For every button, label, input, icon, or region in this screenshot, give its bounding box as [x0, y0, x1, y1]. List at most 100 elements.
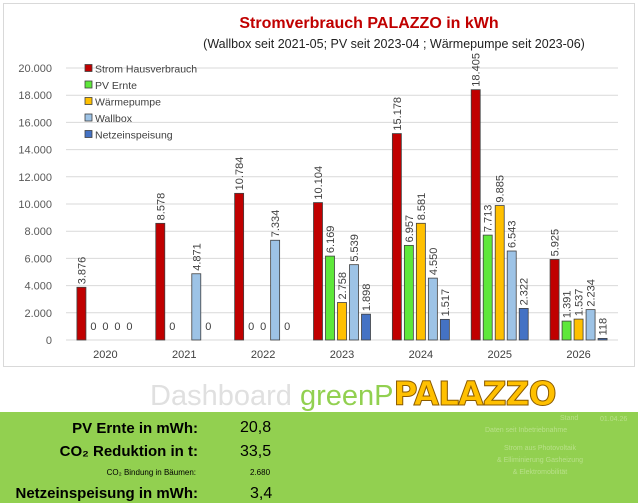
data-label: 15.178 — [392, 97, 404, 131]
y-tick-label: 0 — [46, 335, 52, 347]
data-label: 6.169 — [325, 226, 337, 254]
data-label: 1.391 — [562, 291, 574, 319]
stats-panel: PV Ernte in mWh: 20,8 CO₂ Reduktion in t… — [0, 412, 638, 503]
data-label: 2.758 — [337, 272, 349, 300]
bar-strom-hausverbrauch — [155, 222, 166, 341]
legend-label: Wärmepumpe — [95, 97, 161, 109]
legend-swatch — [84, 97, 93, 105]
data-label: 0 — [260, 321, 266, 333]
bar-wallbox — [270, 239, 281, 341]
bar-netzeinspeisung — [518, 308, 529, 341]
data-label: 8.578 — [155, 193, 167, 221]
bar-pv-ernte — [325, 255, 335, 341]
data-label: 2.234 — [586, 279, 598, 307]
data-label: 0 — [102, 321, 108, 333]
bar-netzeinspeisung — [361, 313, 371, 341]
bar-netzeinspeisung — [597, 337, 608, 341]
legend-label: PV Ernte — [95, 80, 137, 92]
data-label: 3.876 — [76, 257, 88, 285]
data-label: 0 — [205, 321, 211, 333]
bar-strom-hausverbrauch — [470, 89, 481, 341]
data-label: 1.517 — [440, 289, 452, 317]
y-tick-label: 18.000 — [18, 90, 52, 102]
legend-swatch — [84, 113, 93, 122]
bar-wallbox — [349, 264, 359, 341]
data-label: 10.104 — [313, 166, 325, 200]
bar-w-rmepumpe — [494, 205, 505, 341]
bar-wallbox — [585, 309, 596, 341]
data-label: 0 — [284, 321, 290, 333]
bar-strom-hausverbrauch — [549, 259, 560, 341]
x-tick-label: 2025 — [487, 349, 511, 361]
data-label: 7.334 — [270, 210, 282, 238]
pv-value: 20,8 — [240, 419, 272, 436]
legend-swatch — [84, 130, 93, 138]
bar-netzeinspeisung — [439, 318, 450, 341]
chart-title: Stromverbrauch PALAZZO in kWh — [239, 15, 499, 32]
trees-label: CO₂ Bindung in Bäumen: — [106, 468, 196, 477]
y-tick-label: 12.000 — [18, 172, 52, 184]
data-label: 1.537 — [574, 289, 586, 317]
data-label: 0 — [126, 321, 132, 333]
legend-swatch — [84, 64, 93, 72]
info-line-1: Strom aus Photovoltaik — [504, 445, 576, 452]
legend-label: Netzeinspeisung — [95, 130, 173, 142]
feed-value: 3,4 — [250, 485, 273, 502]
since-text: Daten seit Inbetriebnahme — [485, 427, 568, 434]
green-word: greenP — [299, 380, 394, 412]
data-label: 6.543 — [507, 220, 519, 248]
bar-strom-hausverbrauch — [76, 286, 87, 341]
y-tick-label: 8.000 — [24, 226, 52, 238]
palazzo-logo: PALAZZO — [393, 374, 557, 414]
y-tick-label: 16.000 — [18, 117, 52, 129]
data-label: 4.871 — [191, 243, 203, 271]
stand-date: 01.04.26 — [600, 416, 628, 423]
chart-subtitle: (Wallbox seit 2021-05; PV seit 2023-04 ;… — [203, 37, 585, 51]
data-label: 2.322 — [519, 278, 531, 306]
x-tick-label: 2023 — [330, 349, 354, 361]
data-label: 0 — [248, 321, 254, 333]
data-label: 7.713 — [483, 205, 495, 233]
bar-w-rmepumpe — [337, 302, 347, 341]
pv-label: PV Ernte in mWh: — [72, 420, 198, 437]
info-line-2: & Elliminierung Gasheizung — [497, 457, 583, 464]
data-label: 6.957 — [404, 215, 416, 243]
co2-label: CO₂ Reduktion in t: — [59, 443, 198, 460]
bar-pv-ernte — [482, 234, 493, 341]
data-label: 5.925 — [550, 229, 562, 257]
y-tick-label: 4.000 — [24, 281, 52, 293]
bar-strom-hausverbrauch — [391, 133, 402, 341]
bar-w-rmepumpe — [415, 222, 426, 341]
data-label: 10.784 — [234, 157, 246, 191]
data-label: 9.885 — [495, 175, 507, 203]
stand-label: Stand — [560, 415, 579, 422]
bar-wallbox — [427, 277, 438, 341]
x-tick-label: 2020 — [93, 349, 117, 361]
legend-label: Wallbox — [95, 113, 133, 125]
legend-label: Strom Hausverbrauch — [95, 64, 197, 76]
data-label: 8.581 — [416, 193, 428, 221]
bar-chart: 0 2.000 4.000 6.000 8.000 10.000 12.000 14.000 1… — [18, 53, 618, 361]
data-label: 1.898 — [361, 284, 373, 312]
co2-value: 33,5 — [240, 443, 272, 460]
x-tick-label: 2021 — [172, 349, 196, 361]
legend-swatch — [84, 80, 93, 89]
data-label: 0 — [169, 321, 175, 333]
bar-pv-ernte — [403, 244, 414, 341]
bar-strom-hausverbrauch — [234, 192, 245, 341]
y-tick-label: 10.000 — [18, 199, 52, 211]
bar-strom-hausverbrauch — [313, 202, 323, 341]
data-label: 18.405 — [471, 53, 483, 87]
y-tick-label: 6.000 — [24, 253, 52, 265]
y-tick-label: 2.000 — [24, 308, 52, 320]
x-tick-label: 2026 — [566, 349, 590, 361]
x-tick-label: 2022 — [251, 349, 275, 361]
bar-pv-ernte — [561, 320, 572, 341]
data-label: 0 — [90, 321, 96, 333]
data-label: 118 — [598, 318, 610, 336]
trees-value: 2.680 — [250, 468, 271, 477]
y-tick-label: 14.000 — [18, 145, 52, 157]
bar-wallbox — [191, 273, 202, 341]
dashboard-logo: Dashboard greenPPALAZZO — [150, 374, 557, 414]
info-line-3: & Elektromobilität — [512, 469, 568, 476]
